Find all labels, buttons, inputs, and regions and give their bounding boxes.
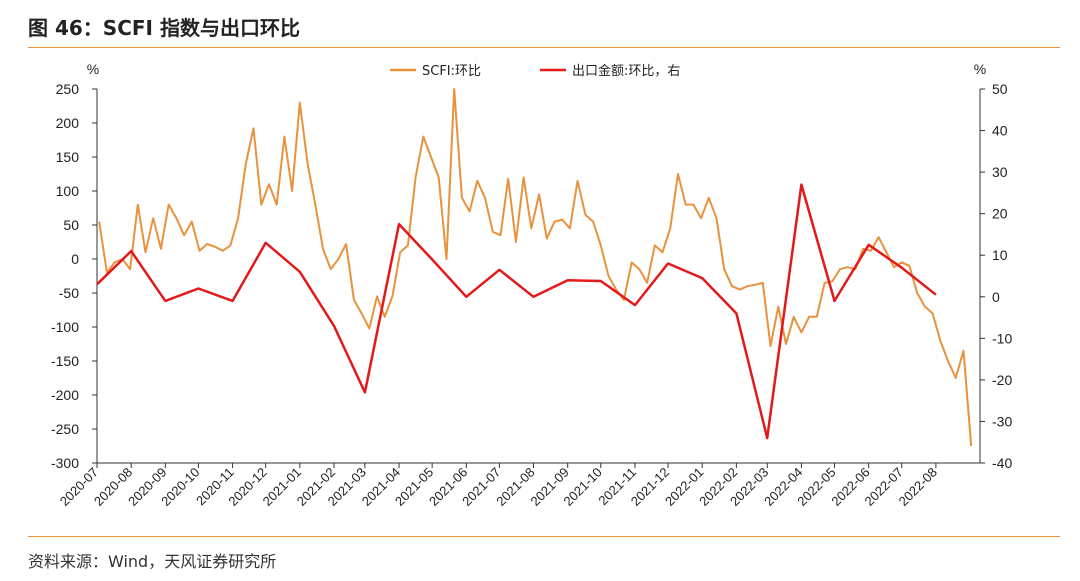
right-tick-label: 40 — [992, 123, 1008, 139]
x-tick-label: 2022-08 — [896, 465, 940, 509]
dual-axis-line-chart: 250200150100500-50-100-150-200-250-300%5… — [51, 61, 1012, 509]
series-line-export-mom — [96, 183, 937, 440]
footer-divider — [28, 536, 1060, 537]
right-tick-label: 10 — [992, 247, 1008, 263]
right-tick-label: -20 — [992, 372, 1012, 388]
left-tick-label: 250 — [56, 81, 80, 97]
left-tick-label: -250 — [51, 421, 79, 437]
chart-title: 图 46：SCFI 指数与出口环比 — [28, 16, 300, 40]
source-note: 资料来源：Wind，天风证券研究所 — [28, 552, 277, 571]
left-axis-unit: % — [87, 61, 99, 77]
title-divider — [28, 47, 1060, 48]
left-tick-label: -100 — [51, 319, 79, 335]
right-tick-label: -40 — [992, 455, 1012, 471]
right-tick-label: 30 — [992, 164, 1008, 180]
right-tick-label: -10 — [992, 330, 1012, 346]
legend-label: 出口金额:环比，右 — [572, 63, 680, 79]
right-tick-label: 0 — [992, 289, 1000, 305]
left-tick-label: -300 — [51, 455, 79, 471]
right-axis-unit: % — [974, 61, 986, 77]
left-tick-label: 0 — [71, 251, 79, 267]
right-tick-label: 20 — [992, 206, 1008, 222]
left-tick-label: 100 — [56, 183, 80, 199]
left-tick-label: 150 — [56, 149, 80, 165]
right-tick-label: 50 — [992, 81, 1008, 97]
series-line-scfi-mom — [98, 88, 973, 447]
left-tick-label: 200 — [56, 115, 80, 131]
right-tick-label: -30 — [992, 413, 1012, 429]
left-tick-label: -50 — [59, 285, 79, 301]
left-tick-label: -150 — [51, 353, 79, 369]
legend-label: SCFI:环比 — [422, 64, 481, 79]
left-tick-label: 50 — [63, 217, 79, 233]
left-tick-label: -200 — [51, 387, 79, 403]
